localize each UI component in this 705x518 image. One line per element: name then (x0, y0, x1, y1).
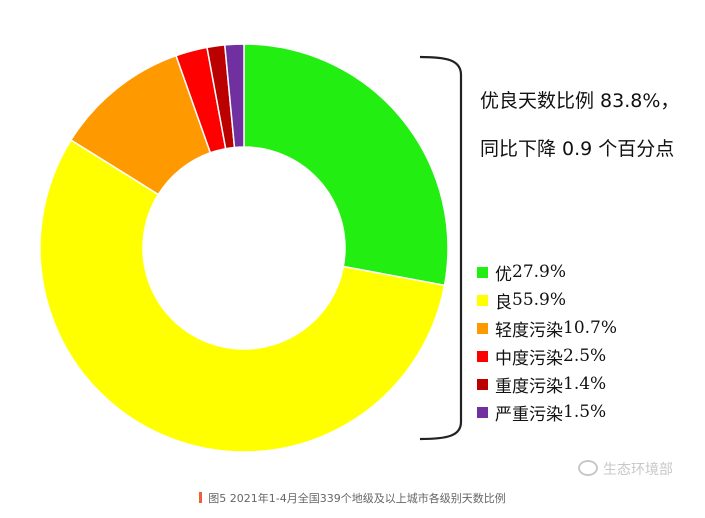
donut-chart (39, 43, 463, 453)
donut-slices (39, 43, 449, 453)
donut-slice-1 (243, 43, 449, 287)
weibo-icon (578, 460, 598, 476)
annotation-yoy-change: 同比下降 0.9 个百分点 (480, 138, 675, 160)
legend-item: 严重污染 1.5% (477, 398, 617, 426)
legend-swatch (477, 294, 488, 306)
legend-item: 重度污染 1.4% (477, 370, 617, 398)
legend-value: 27.9% (512, 262, 567, 282)
legend-value: 10.7% (563, 318, 618, 338)
donut-slice-2 (39, 138, 446, 453)
legend-category: 轻度污染 (495, 320, 563, 341)
legend-swatch (477, 350, 488, 362)
legend-value: 55.9% (512, 290, 567, 310)
caption-text: 图5 2021年1-4月全国339个地级及以上城市各级别天数比例 (208, 492, 506, 505)
legend-item: 轻度污染 10.7% (477, 314, 617, 342)
figure-caption: 图5 2021年1-4月全国339个地级及以上城市各级别天数比例 (0, 490, 705, 506)
caption-marker (199, 492, 203, 503)
legend-swatch (477, 322, 488, 334)
legend-category: 良 (495, 292, 512, 313)
legend-category: 重度污染 (495, 376, 563, 397)
legend-item: 良 55.9% (477, 286, 617, 314)
legend-item: 优 27.9% (477, 258, 617, 286)
legend-item: 中度污染 2.5% (477, 342, 617, 370)
watermark-text: 生态环境部 (603, 462, 673, 478)
annotation-good-ratio: 优良天数比例 83.8%， (480, 90, 680, 112)
legend-value: 1.5% (563, 402, 607, 422)
legend-value: 2.5% (563, 346, 607, 366)
legend-category: 严重污染 (495, 404, 563, 425)
legend-category: 中度污染 (495, 348, 563, 369)
legend-swatch (477, 406, 488, 418)
legend-swatch (477, 378, 488, 390)
legend-category: 优 (495, 264, 512, 285)
legend: 优 27.9% 良 55.9% 轻度污染 10.7% 中度污染 2.5% 重度污染 1.4% 严重污… (477, 258, 617, 426)
legend-value: 1.4% (563, 374, 607, 394)
watermark: 生态环境部 (578, 459, 673, 479)
legend-swatch (477, 266, 488, 278)
donut-slice-6 (223, 43, 245, 149)
annotation-bracket (419, 55, 463, 441)
